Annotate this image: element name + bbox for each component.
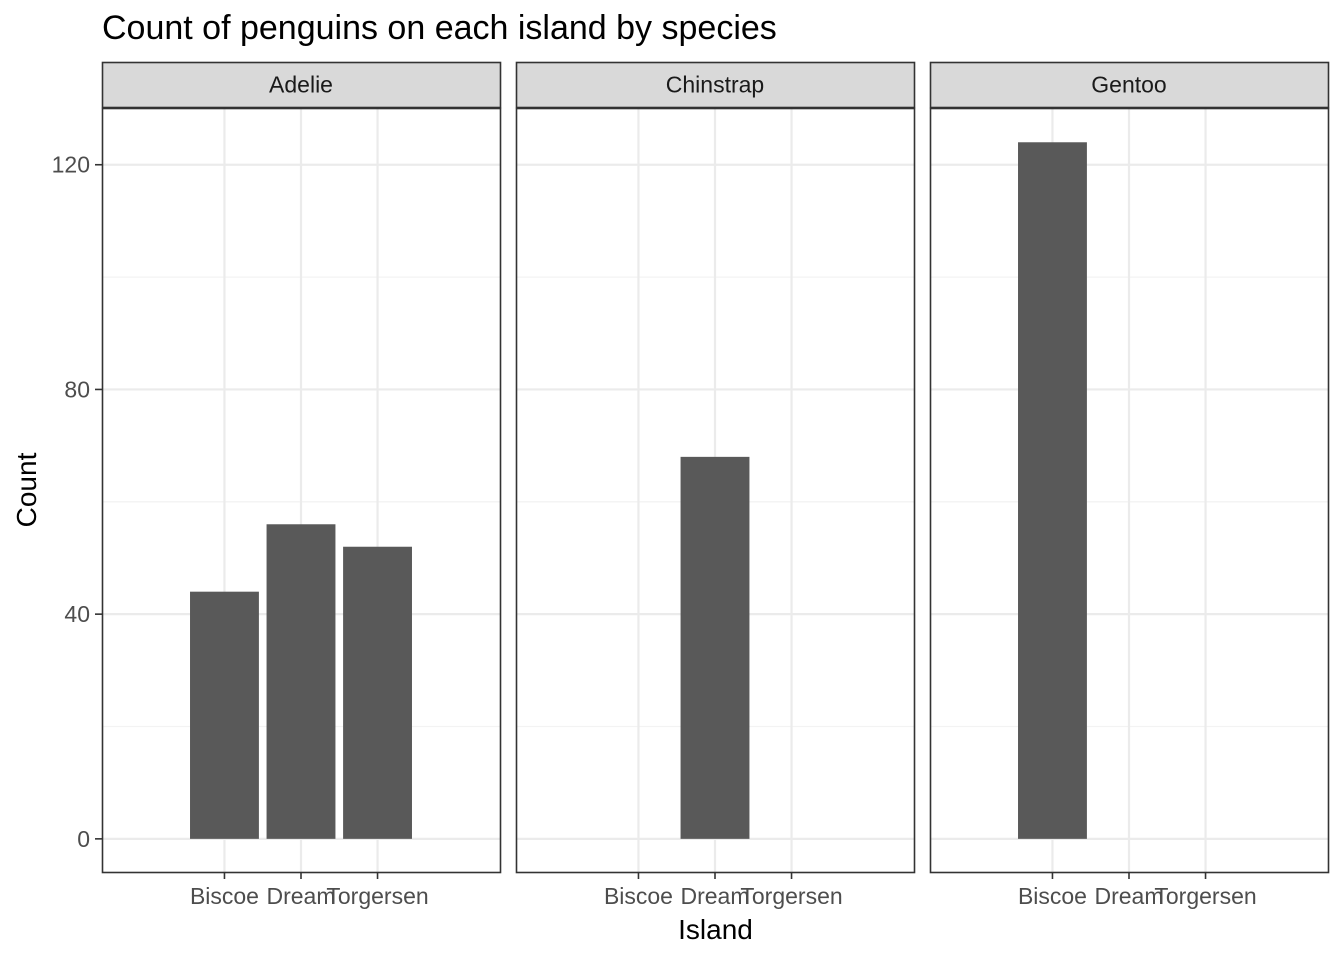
x-tick-label: Dream [1094, 883, 1163, 909]
x-tick-label: Torgersen [1154, 883, 1256, 909]
y-tick-label: 0 [77, 826, 90, 852]
y-axis-title: Count [11, 452, 42, 527]
x-tick-label: Dream [680, 883, 749, 909]
bar-gentoo-biscoe [1018, 142, 1087, 839]
x-tick-label: Biscoe [190, 883, 259, 909]
x-tick-label: Biscoe [604, 883, 673, 909]
y-tick-label: 40 [64, 601, 90, 627]
x-tick-label: Torgersen [740, 883, 842, 909]
y-tick-label: 80 [64, 376, 90, 402]
x-tick-label: Torgersen [326, 883, 428, 909]
y-tick-label: 120 [52, 152, 90, 178]
x-tick-label: Biscoe [1018, 883, 1087, 909]
bar-adelie-biscoe [190, 592, 259, 839]
bar-adelie-dream [267, 524, 336, 839]
facet-strip-label: Gentoo [1091, 72, 1166, 98]
facet-strip-label: Adelie [269, 72, 333, 98]
x-tick-label: Dream [266, 883, 335, 909]
chart-title: Count of penguins on each island by spec… [102, 9, 777, 47]
facet-strip-label: Chinstrap [666, 72, 764, 98]
x-axis-title: Island [678, 914, 753, 945]
bar-adelie-torgersen [343, 547, 412, 839]
bar-chinstrap-dream [681, 457, 750, 839]
